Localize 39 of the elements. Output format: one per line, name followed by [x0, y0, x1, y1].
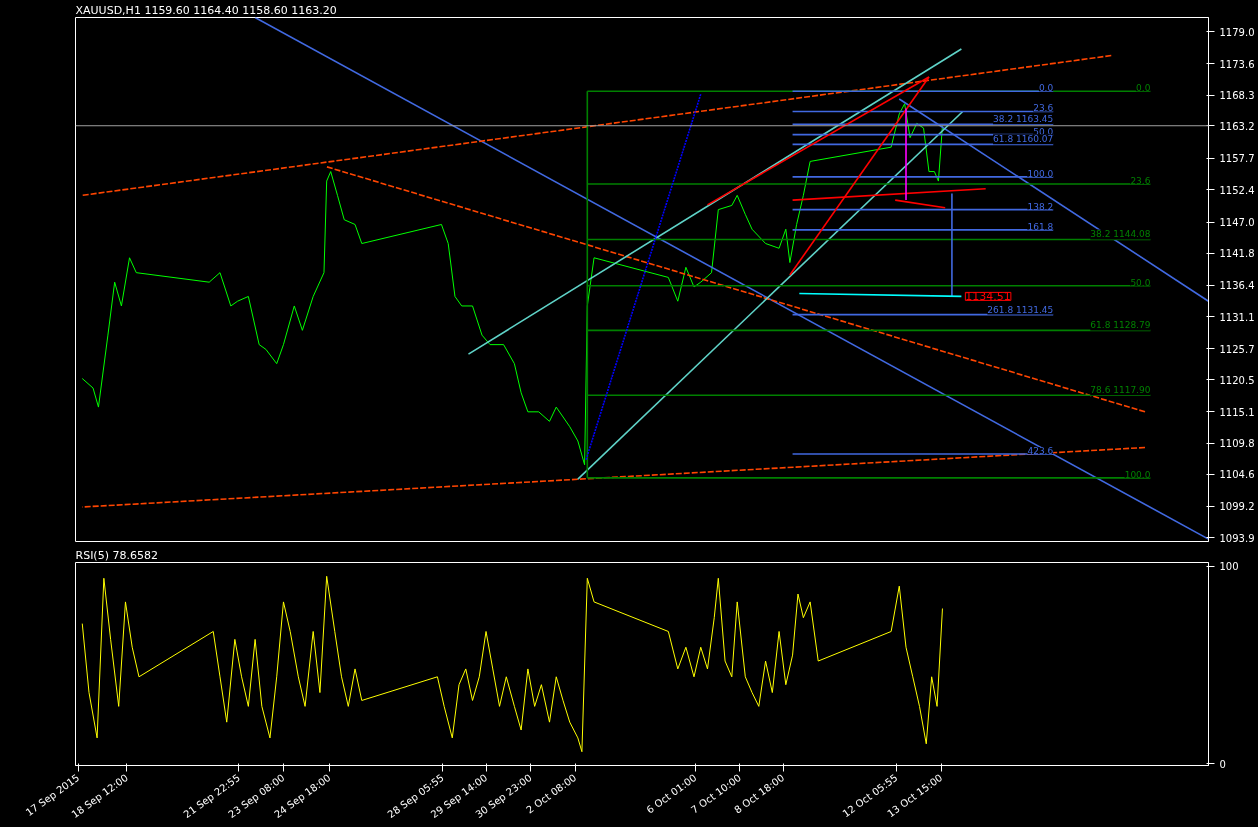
y-tick-label: 1173.6 [1219, 58, 1255, 70]
y-tick-label: 1115.1 [1219, 406, 1255, 418]
y-tick-label: 1131.1 [1219, 311, 1255, 323]
annotation: 1134.51 [965, 290, 1011, 304]
annotation: 50.0 [1130, 277, 1151, 288]
annotation: 161.8 [1027, 221, 1054, 232]
y-tick-label: 1157.7 [1219, 153, 1255, 165]
y-tick-label: 1120.5 [1219, 374, 1255, 386]
y-tick-label: 1136.4 [1219, 280, 1255, 292]
annotation: 100.0 [1027, 168, 1054, 179]
annotation: 23.6 [1033, 103, 1054, 114]
annotation: 138.2 [1027, 201, 1054, 212]
y-tick-label: 1168.3 [1219, 90, 1255, 102]
y-tick-label: 1125.7 [1219, 343, 1255, 355]
annotation: 423.6 [1027, 446, 1054, 457]
annotation: 38.2 1144.08 [1090, 229, 1151, 240]
annotation: 50.0 [1033, 126, 1054, 137]
annotation: 0.0 [1038, 83, 1054, 94]
y-tick-label: 1141.8 [1219, 248, 1255, 260]
annotation: 23.6 [1130, 176, 1151, 187]
annotation: 0.0 [1136, 83, 1151, 94]
y-tick-label: 1163.2 [1219, 120, 1255, 132]
chart-title: XAUUSD,H1 1159.60 1164.40 1158.60 1163.20 [75, 3, 337, 17]
y-tick-label: 1152.4 [1219, 184, 1255, 196]
annotation: 61.8 1160.07 [993, 134, 1054, 145]
chart-title: RSI(5) 78.6582 [75, 548, 158, 562]
y-tick-label: 1179.0 [1219, 26, 1255, 38]
y-tick-label: 1099.2 [1219, 501, 1255, 513]
y-tick-label: 100 [1219, 561, 1239, 573]
y-tick-label: 1104.6 [1219, 469, 1255, 481]
annotation: 100.0 [1124, 469, 1151, 480]
y-tick-label: 1147.0 [1219, 217, 1255, 229]
y-tick-label: 1109.8 [1219, 438, 1255, 450]
y-tick-label: 1093.9 [1219, 532, 1255, 544]
annotation: 261.8 1131.45 [987, 304, 1054, 315]
y-tick-label: 0 [1219, 758, 1226, 770]
annotation: 61.8 1128.79 [1090, 320, 1151, 331]
annotation: 78.6 1117.90 [1090, 385, 1151, 396]
annotation: 38.2 1163.45 [993, 114, 1054, 125]
